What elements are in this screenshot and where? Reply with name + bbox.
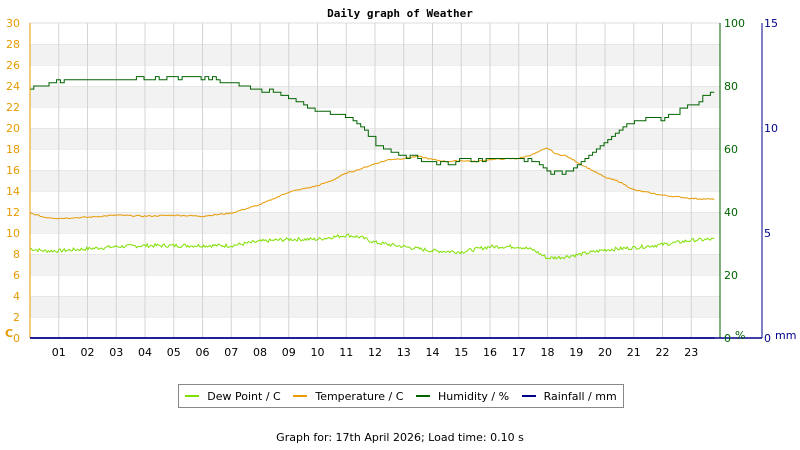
x-tick-label: 02 — [81, 346, 95, 359]
left-tick-label: 4 — [13, 290, 20, 303]
x-tick-label: 18 — [541, 346, 555, 359]
legend-swatch-humidity — [416, 395, 431, 397]
humidity-tick-label: 20 — [724, 269, 738, 282]
x-tick-label: 08 — [253, 346, 267, 359]
x-tick-label: 03 — [109, 346, 123, 359]
rain-tick-label: 0 — [764, 332, 771, 345]
humidity-tick-label: 80 — [724, 80, 738, 93]
humidity-axis-unit: % — [735, 329, 745, 342]
legend-item-dewpoint: Dew Point / C — [185, 389, 281, 403]
humidity-tick-label: 40 — [724, 206, 738, 219]
left-axis-unit: C — [5, 327, 13, 340]
legend-item-humidity: Humidity / % — [416, 390, 509, 403]
legend-label-temperature: Temperature / C — [315, 389, 404, 403]
rain-axis-unit: mm — [775, 329, 796, 342]
left-tick-label: 26 — [6, 59, 20, 72]
x-tick-label: 20 — [598, 346, 612, 359]
x-tick-label: 21 — [627, 346, 641, 359]
chart-title: Daily graph of Weather — [327, 7, 473, 20]
x-tick-label: 13 — [397, 346, 411, 359]
x-tick-label: 22 — [656, 346, 670, 359]
left-tick-label: 20 — [6, 122, 20, 135]
legend-swatch-temperature — [293, 395, 308, 397]
left-tick-label: 28 — [6, 38, 20, 51]
x-tick-label: 07 — [224, 346, 238, 359]
left-tick-label: 18 — [6, 143, 20, 156]
chart-legend: Dew Point / C Temperature / C Humidity /… — [178, 384, 624, 408]
legend-item-rainfall: Rainfall / mm — [521, 389, 617, 403]
left-tick-label: 22 — [6, 101, 20, 114]
humidity-tick-label: 100 — [724, 17, 745, 30]
x-tick-label: 23 — [684, 346, 698, 359]
x-tick-label: 10 — [311, 346, 325, 359]
legend-swatch-rainfall — [521, 395, 536, 397]
series-line-dewpoint — [29, 233, 715, 260]
series-line-humidity — [30, 76, 715, 175]
left-tick-label: 8 — [13, 248, 20, 261]
x-tick-label: 06 — [196, 346, 210, 359]
x-tick-label: 05 — [167, 346, 181, 359]
x-tick-label: 19 — [569, 346, 583, 359]
rain-tick-label: 15 — [764, 17, 778, 30]
x-tick-label: 11 — [339, 346, 353, 359]
legend-item-temperature: Temperature / C — [293, 390, 403, 403]
left-tick-label: 6 — [13, 269, 20, 282]
x-tick-label: 09 — [282, 346, 296, 359]
x-tick-label: 15 — [454, 346, 468, 359]
x-tick-label: 04 — [138, 346, 152, 359]
legend-swatch-dewpoint — [185, 395, 200, 397]
left-tick-label: 0 — [13, 332, 20, 345]
left-tick-label: 16 — [6, 164, 20, 177]
left-tick-label: 24 — [6, 80, 20, 93]
legend-label-rainfall: Rainfall / mm — [543, 389, 617, 403]
left-tick-label: 2 — [13, 311, 20, 324]
left-tick-label: 30 — [6, 17, 20, 30]
left-tick-label: 12 — [6, 206, 20, 219]
x-tick-label: 01 — [52, 346, 66, 359]
x-tick-label: 12 — [368, 346, 382, 359]
rain-tick-label: 10 — [764, 122, 778, 135]
legend-label-humidity: Humidity / % — [438, 389, 510, 403]
x-tick-label: 17 — [512, 346, 526, 359]
left-tick-label: 10 — [6, 227, 20, 240]
rain-tick-label: 5 — [764, 227, 771, 240]
weather-chart: Daily graph of Weather 02468101214161820… — [5, 7, 796, 359]
footer-status: Graph for: 17th April 2026; Load time: 0… — [276, 431, 524, 444]
humidity-tick-label: 60 — [724, 143, 738, 156]
humidity-tick-label: 0 — [724, 332, 731, 345]
legend-label-dewpoint: Dew Point / C — [207, 389, 281, 403]
left-tick-label: 14 — [6, 185, 20, 198]
x-tick-label: 14 — [426, 346, 440, 359]
x-tick-label: 16 — [483, 346, 497, 359]
series-line-temperature — [29, 147, 715, 220]
